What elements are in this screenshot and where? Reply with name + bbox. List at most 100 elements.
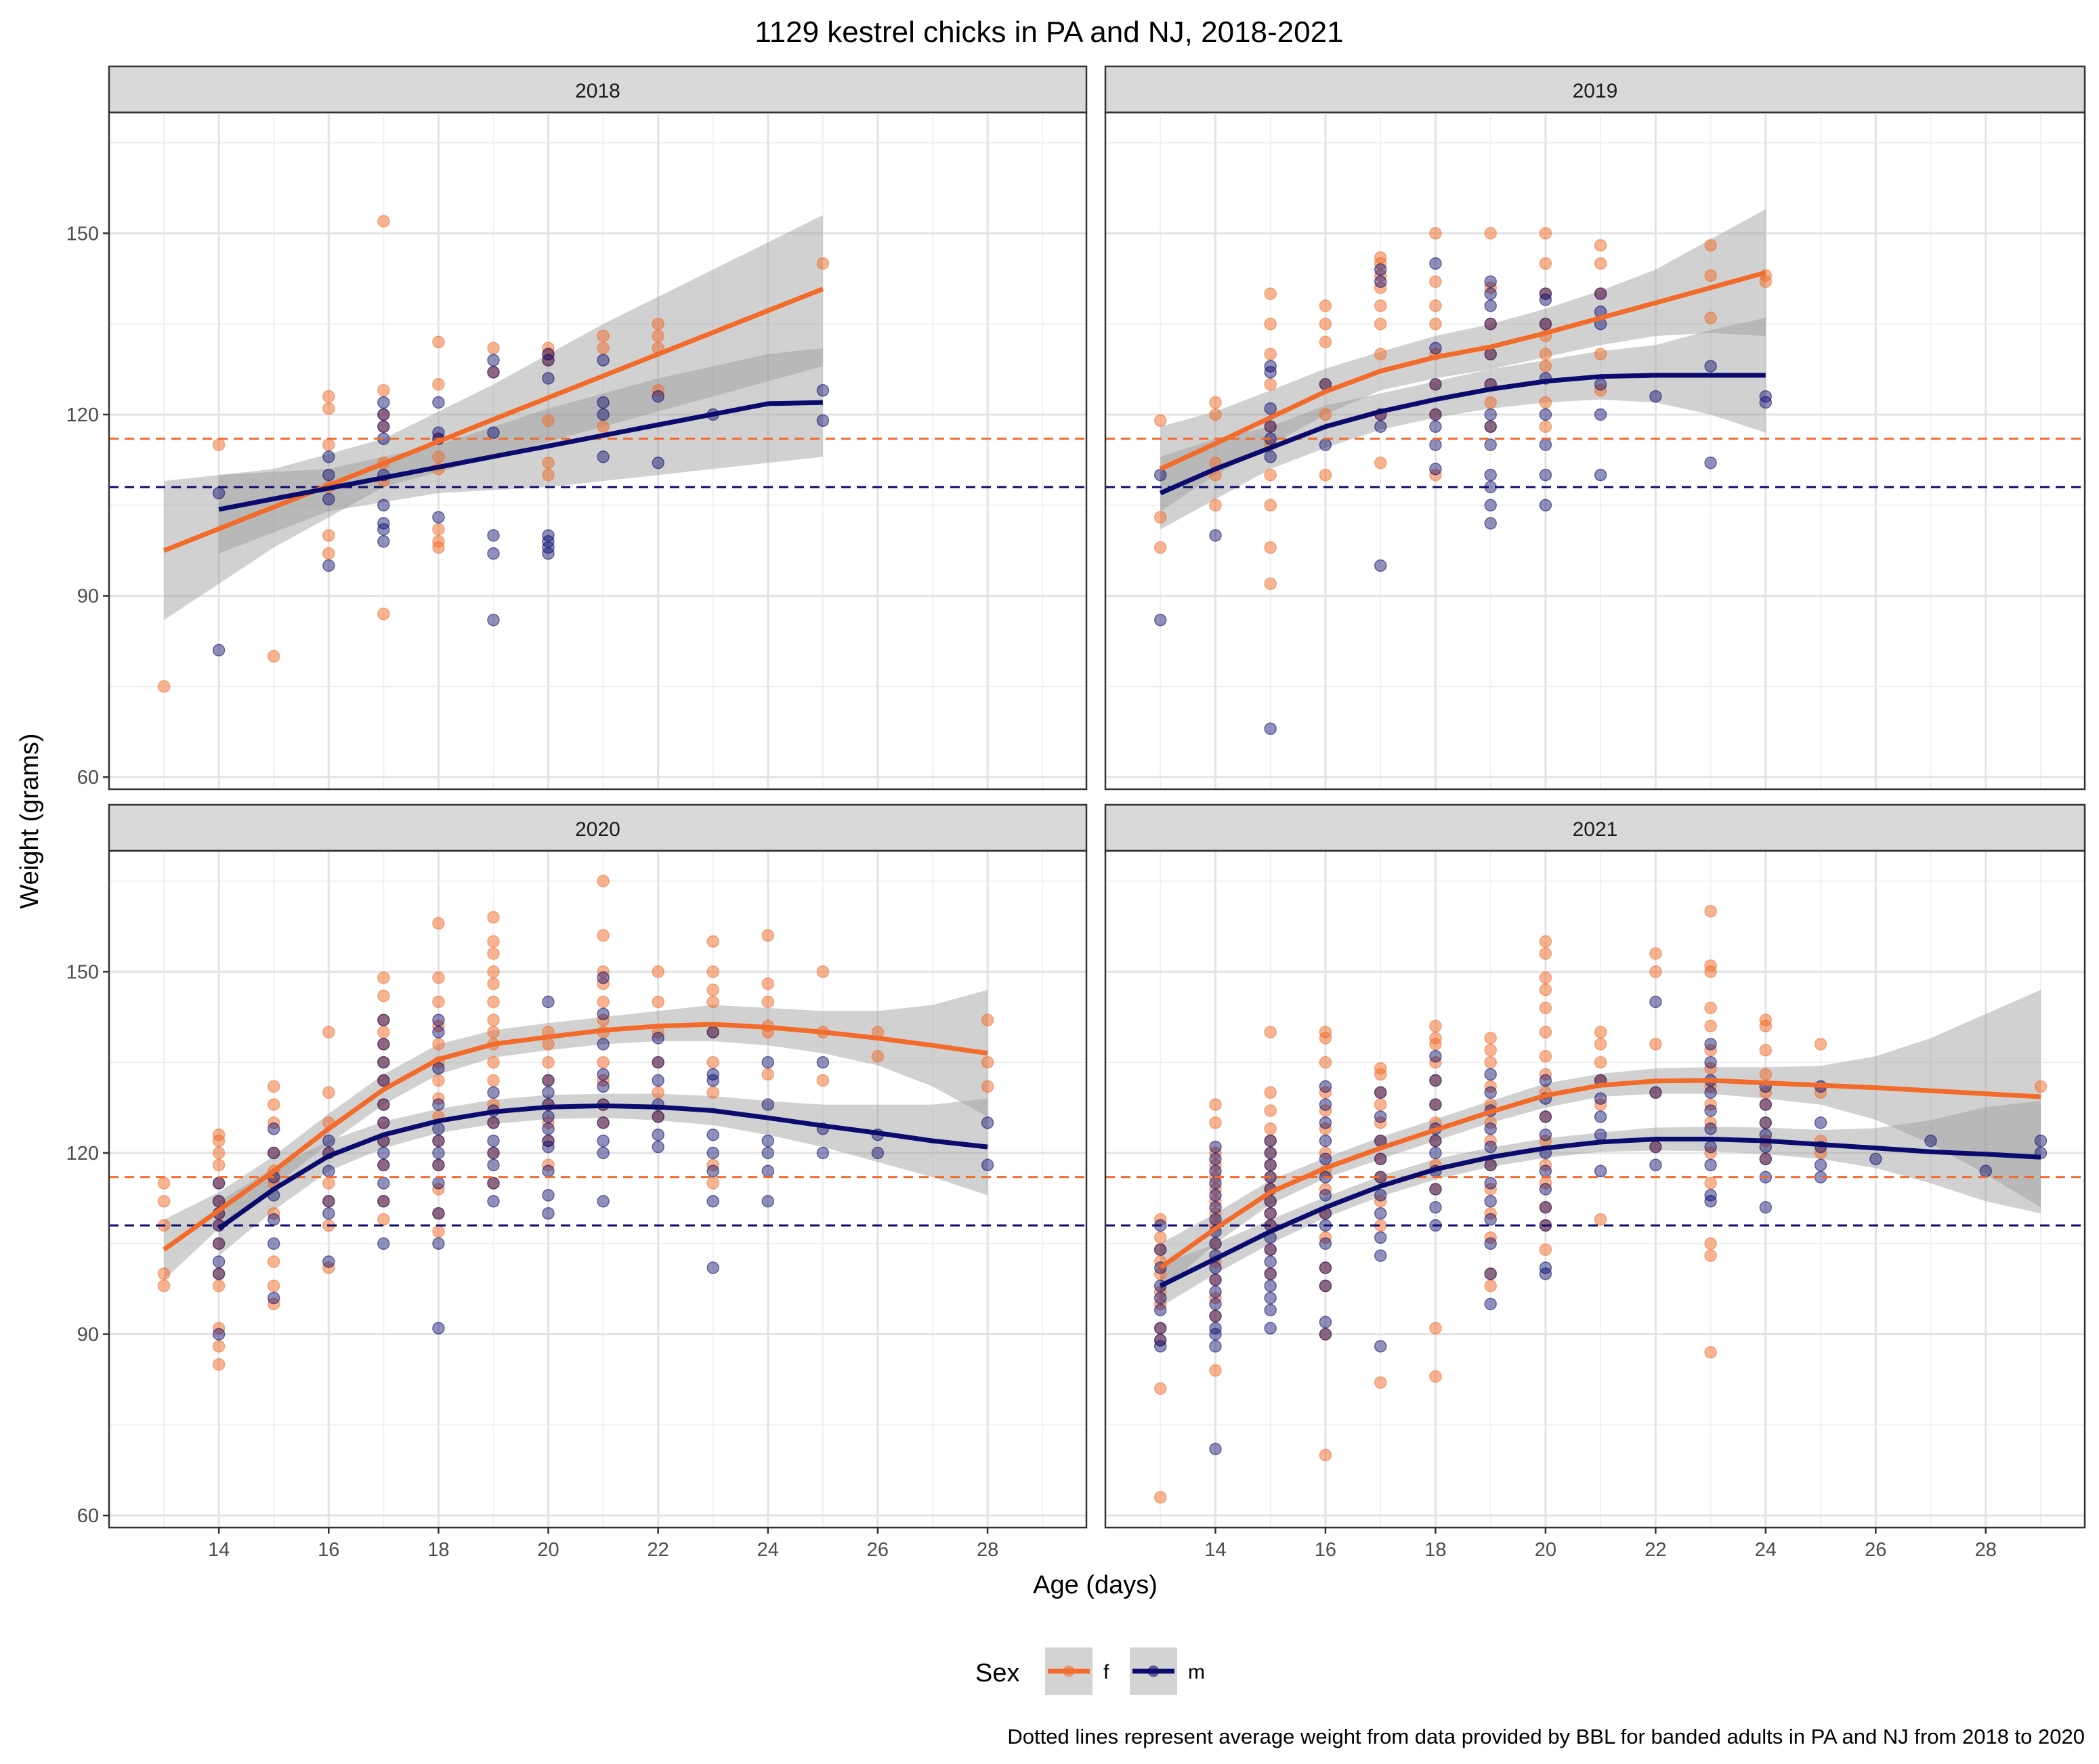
data-point-m bbox=[1319, 1316, 1332, 1328]
x-tick-label: 20 bbox=[537, 1539, 559, 1561]
data-point-m bbox=[1319, 1237, 1332, 1251]
data-point-m bbox=[1649, 390, 1662, 403]
data-point-m bbox=[487, 547, 500, 560]
data-point-m bbox=[542, 1074, 555, 1087]
data-point-f bbox=[487, 1055, 500, 1069]
data-point-m bbox=[1429, 1146, 1442, 1160]
data-point-m bbox=[1704, 1158, 1717, 1172]
data-point-m bbox=[1374, 1189, 1387, 1202]
data-point-m bbox=[1704, 1104, 1717, 1117]
x-tick-label: 24 bbox=[1755, 1539, 1777, 1561]
data-point-f bbox=[597, 329, 610, 343]
data-point-m bbox=[377, 420, 390, 434]
data-point-m bbox=[1429, 420, 1442, 434]
y-tick-label: 120 bbox=[66, 404, 99, 426]
chart-title: 1129 kestrel chicks in PA and NJ, 2018-2… bbox=[755, 16, 1343, 49]
data-point-m bbox=[1153, 1340, 1167, 1353]
data-point-m bbox=[1649, 1140, 1662, 1154]
data-point-f bbox=[597, 929, 610, 942]
data-point-f bbox=[1759, 1044, 1773, 1057]
data-point-m bbox=[1924, 1134, 1937, 1148]
panel-border bbox=[1104, 111, 2086, 791]
data-point-f bbox=[1374, 317, 1387, 331]
data-point-m bbox=[816, 414, 830, 427]
data-point-m bbox=[487, 1134, 500, 1148]
data-point-m bbox=[542, 1122, 555, 1135]
data-point-m bbox=[377, 1158, 390, 1172]
data-point-m bbox=[1539, 1110, 1552, 1123]
y-tick-label: 60 bbox=[77, 767, 99, 789]
panel-2019: 2019 bbox=[1104, 65, 2086, 791]
data-point-m bbox=[1374, 1340, 1387, 1353]
data-point-m bbox=[1594, 1128, 1607, 1141]
data-point-f bbox=[432, 971, 445, 984]
data-point-f bbox=[487, 1026, 500, 1038]
data-point-f bbox=[1539, 1026, 1552, 1038]
data-point-f bbox=[322, 390, 335, 403]
data-point-m bbox=[487, 1086, 500, 1099]
data-point-m bbox=[1594, 1092, 1607, 1105]
data-point-m bbox=[1484, 1297, 1497, 1311]
data-point-f bbox=[1209, 499, 1222, 512]
data-point-m bbox=[761, 1055, 775, 1069]
data-point-m bbox=[1209, 1261, 1222, 1274]
data-point-m bbox=[1264, 1291, 1277, 1305]
data-point-m bbox=[816, 1055, 830, 1069]
data-point-f bbox=[1153, 1231, 1167, 1244]
data-point-m bbox=[597, 354, 610, 366]
data-point-m bbox=[597, 1068, 610, 1081]
data-point-m bbox=[1264, 1267, 1277, 1280]
y-tick-label: 60 bbox=[77, 1505, 99, 1527]
data-point-f bbox=[267, 1080, 280, 1093]
data-point-m bbox=[542, 1206, 555, 1220]
data-point-m bbox=[542, 1086, 555, 1099]
data-point-m bbox=[1153, 1322, 1167, 1335]
data-point-m bbox=[1319, 1152, 1332, 1166]
data-point-m bbox=[1539, 293, 1552, 306]
data-point-m bbox=[1539, 438, 1552, 451]
data-point-f bbox=[1153, 414, 1167, 427]
data-point-f bbox=[1594, 1213, 1607, 1226]
y-tick-label: 90 bbox=[77, 586, 99, 608]
data-point-f bbox=[1539, 360, 1552, 373]
data-point-m bbox=[1484, 1068, 1497, 1081]
data-point-m bbox=[1374, 1206, 1387, 1220]
data-point-m bbox=[1319, 1279, 1332, 1293]
data-point-m bbox=[542, 1164, 555, 1177]
data-point-f bbox=[1319, 1448, 1332, 1462]
strip-label: 2018 bbox=[575, 80, 620, 102]
data-point-m bbox=[432, 1098, 445, 1111]
data-point-f bbox=[706, 1086, 719, 1099]
data-point-f bbox=[432, 917, 445, 930]
data-point-m bbox=[1209, 1152, 1222, 1166]
data-point-m bbox=[761, 1164, 775, 1177]
data-point-m bbox=[706, 1261, 719, 1274]
data-point-f bbox=[542, 414, 555, 427]
data-point-f bbox=[1264, 499, 1277, 512]
data-point-m bbox=[1264, 1206, 1277, 1220]
data-point-m bbox=[1594, 1164, 1607, 1177]
fit-line-m bbox=[1159, 373, 1766, 496]
data-point-m bbox=[1759, 1152, 1773, 1166]
data-point-m bbox=[1649, 1086, 1662, 1099]
data-point-m bbox=[1374, 559, 1387, 572]
data-point-f bbox=[1153, 511, 1167, 524]
data-point-f bbox=[487, 1013, 500, 1027]
data-point-f bbox=[706, 983, 719, 996]
data-point-m bbox=[652, 457, 664, 469]
data-point-m bbox=[377, 1074, 390, 1087]
data-point-m bbox=[816, 1146, 830, 1160]
data-point-m bbox=[487, 529, 500, 542]
data-point-f bbox=[1759, 1020, 1773, 1032]
data-point-m bbox=[1319, 1328, 1332, 1341]
data-point-m bbox=[1484, 1122, 1497, 1135]
data-point-f bbox=[652, 1086, 664, 1099]
data-point-m bbox=[1209, 1201, 1222, 1214]
data-point-f bbox=[432, 541, 445, 554]
data-point-m bbox=[1429, 1074, 1442, 1087]
data-point-m bbox=[597, 450, 610, 463]
data-point-m bbox=[432, 1134, 445, 1148]
data-point-f bbox=[542, 1038, 555, 1051]
data-point-m bbox=[1264, 1243, 1277, 1256]
data-point-m bbox=[1539, 1183, 1552, 1196]
